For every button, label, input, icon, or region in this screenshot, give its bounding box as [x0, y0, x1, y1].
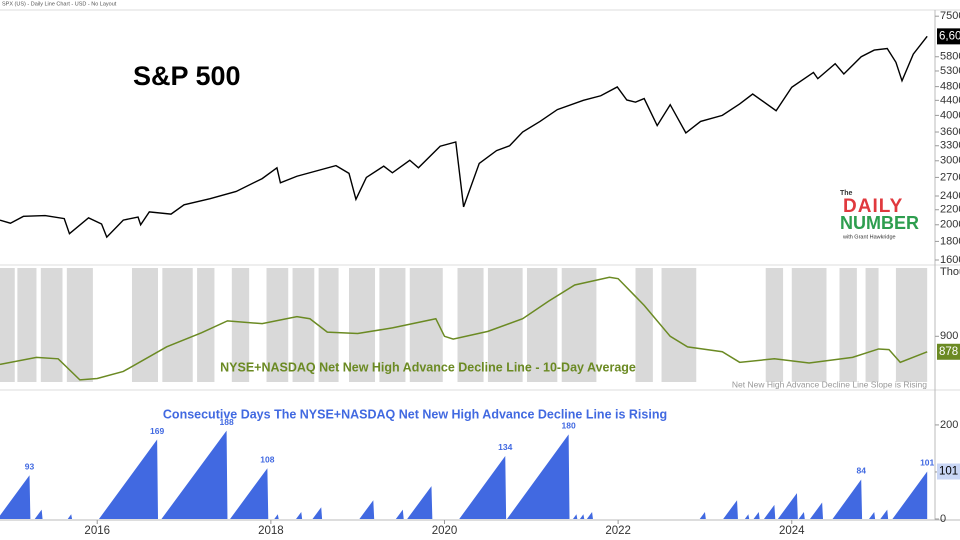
panel-title: S&P 500 — [133, 61, 241, 91]
last-value-box — [937, 463, 960, 480]
rising-period — [526, 268, 558, 382]
y-tick-label: 5800 — [940, 51, 960, 63]
data-label: 101 — [920, 458, 934, 468]
rising-period — [17, 268, 37, 382]
x-tick-label: 2018 — [258, 525, 284, 537]
data-label: 108 — [260, 454, 274, 464]
data-line — [0, 276, 928, 381]
rising-period — [318, 268, 339, 382]
rising-period — [379, 268, 406, 382]
rising-period — [0, 268, 15, 382]
x-tick-label: 2020 — [432, 525, 458, 537]
data-label: 180 — [562, 421, 576, 431]
y-tick-label: 2700 — [940, 171, 960, 183]
y-tick-label: 3300 — [940, 140, 960, 152]
rising-period — [895, 268, 928, 382]
logo-text: The — [840, 190, 853, 197]
panel-title: Consecutive Days The NYSE+NASDAQ Net New… — [163, 407, 667, 421]
rising-period — [561, 268, 597, 382]
rising-period — [791, 268, 827, 382]
last-value-label: 101 — [939, 466, 958, 478]
rising-period — [635, 268, 653, 382]
rising-period — [162, 268, 193, 382]
last-value-box — [937, 343, 960, 360]
rising-period — [348, 268, 376, 382]
y-tick-label: 2400 — [940, 190, 960, 202]
y-tick-label: 200 — [940, 419, 958, 431]
logo-text: NUMBER — [840, 213, 919, 233]
data-label: 134 — [498, 442, 512, 452]
rising-period — [865, 268, 879, 382]
rising-period — [131, 268, 159, 382]
y-tick-label: 4400 — [940, 94, 960, 106]
logo: The DAILY NUMBER with Grant Hawkridge — [840, 190, 919, 241]
rising-period — [266, 268, 289, 382]
logo-text: with Grant Hawkridge — [842, 234, 896, 240]
panel-title: NYSE+NASDAQ Net New High Advance Decline… — [220, 360, 636, 374]
y-tick-label: 1600 — [940, 254, 960, 266]
data-label: 188 — [219, 417, 233, 427]
data-label: 169 — [150, 426, 164, 436]
shading-label: Net New High Advance Decline Line Slope … — [732, 379, 927, 389]
logo-text: DAILY — [843, 196, 903, 217]
y-axis-label: Thousands — [940, 266, 960, 278]
rising-period — [839, 268, 857, 382]
y-tick-label: 2200 — [940, 204, 960, 216]
data-line — [0, 35, 928, 239]
x-tick-label: 2016 — [84, 525, 110, 537]
rising-period — [197, 268, 215, 382]
y-tick-label: 2000 — [940, 219, 960, 231]
rising-period — [457, 268, 484, 382]
data-label: 93 — [25, 462, 35, 472]
y-tick-label: 5300 — [940, 65, 960, 77]
rising-period — [292, 268, 315, 382]
y-tick-label: 4000 — [940, 109, 960, 121]
y-tick-label: 3000 — [940, 155, 960, 167]
header: SPX (US) - Daily Line Chart - USD - No L… — [2, 1, 117, 7]
x-tick-label: 2022 — [605, 525, 631, 537]
rising-period — [40, 268, 63, 382]
last-value-label: 6,600 — [939, 30, 960, 42]
rising-period — [231, 268, 250, 382]
y-tick-label: 0 — [940, 513, 946, 525]
data-label: 84 — [856, 466, 866, 476]
y-tick-label: 7500 — [940, 10, 960, 22]
last-value-label: 878 — [939, 346, 958, 358]
y-tick-label: 4800 — [940, 81, 960, 93]
y-tick-label: 3600 — [940, 126, 960, 138]
rising-period — [409, 268, 443, 382]
y-tick-label: 1800 — [940, 235, 960, 247]
rising-period — [765, 268, 784, 382]
last-value-box — [937, 28, 960, 45]
x-tick-label: 2024 — [779, 525, 805, 537]
y-tick-label: 900 — [940, 330, 958, 342]
rising-period — [66, 268, 93, 382]
rising-period — [661, 268, 697, 382]
